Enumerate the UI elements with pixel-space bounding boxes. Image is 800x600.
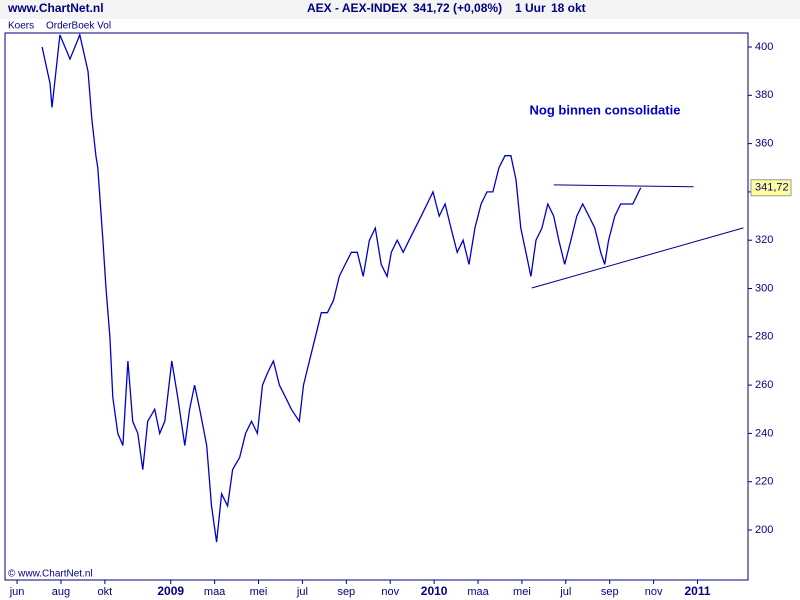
x-tick-label: jul <box>559 586 571 598</box>
x-tick-label: jun <box>9 586 25 598</box>
x-tick-label: mei <box>250 586 268 598</box>
x-tick-label: maa <box>467 586 489 598</box>
tab[interactable]: OrderBoek Vol <box>46 21 111 32</box>
y-tick-label: 200 <box>755 524 773 536</box>
trend-line <box>531 227 744 289</box>
x-tick-label: okt <box>98 586 113 598</box>
price-line <box>41 32 642 543</box>
copyright: © www.ChartNet.nl <box>8 569 93 580</box>
y-tick-label: 280 <box>755 331 773 343</box>
x-tick-label: mei <box>513 586 531 598</box>
x-tick-label: sep <box>601 586 619 598</box>
header-bar <box>0 0 800 19</box>
x-tick-label: 2010 <box>421 584 448 598</box>
last-price-label: 341,72 <box>755 182 789 194</box>
trend-line <box>553 184 694 188</box>
y-tick-label: 240 <box>755 427 773 439</box>
x-tick-label: nov <box>645 586 663 598</box>
y-tick-label: 220 <box>755 476 773 488</box>
x-tick-label: 2011 <box>684 584 710 598</box>
y-tick-label: 320 <box>755 234 773 246</box>
annotation: Nog binnen consolidatie <box>530 102 681 117</box>
x-tick-label: sep <box>337 586 355 598</box>
quote: 341,72 (+0,08%) <box>413 1 502 15</box>
last-price-box <box>750 179 792 197</box>
y-tick-label: 400 <box>755 41 773 53</box>
date: 18 okt <box>551 1 586 15</box>
y-tick-label: 360 <box>755 138 773 150</box>
x-tick-label: jul <box>296 586 308 598</box>
y-tick-label: 380 <box>755 89 773 101</box>
instrument: AEX - AEX-INDEX <box>307 1 407 15</box>
interval: 1 Uur <box>515 1 546 15</box>
y-tick-label: 300 <box>755 282 773 294</box>
x-tick-label: maa <box>204 586 226 598</box>
site-name: www.ChartNet.nl <box>7 1 104 15</box>
x-tick-label: nov <box>381 586 399 598</box>
plot-area <box>4 32 749 581</box>
x-tick-label: 2009 <box>157 584 184 598</box>
tab[interactable]: Koers <box>8 21 34 32</box>
x-tick-label: aug <box>52 586 70 598</box>
y-tick-label: 260 <box>755 379 773 391</box>
